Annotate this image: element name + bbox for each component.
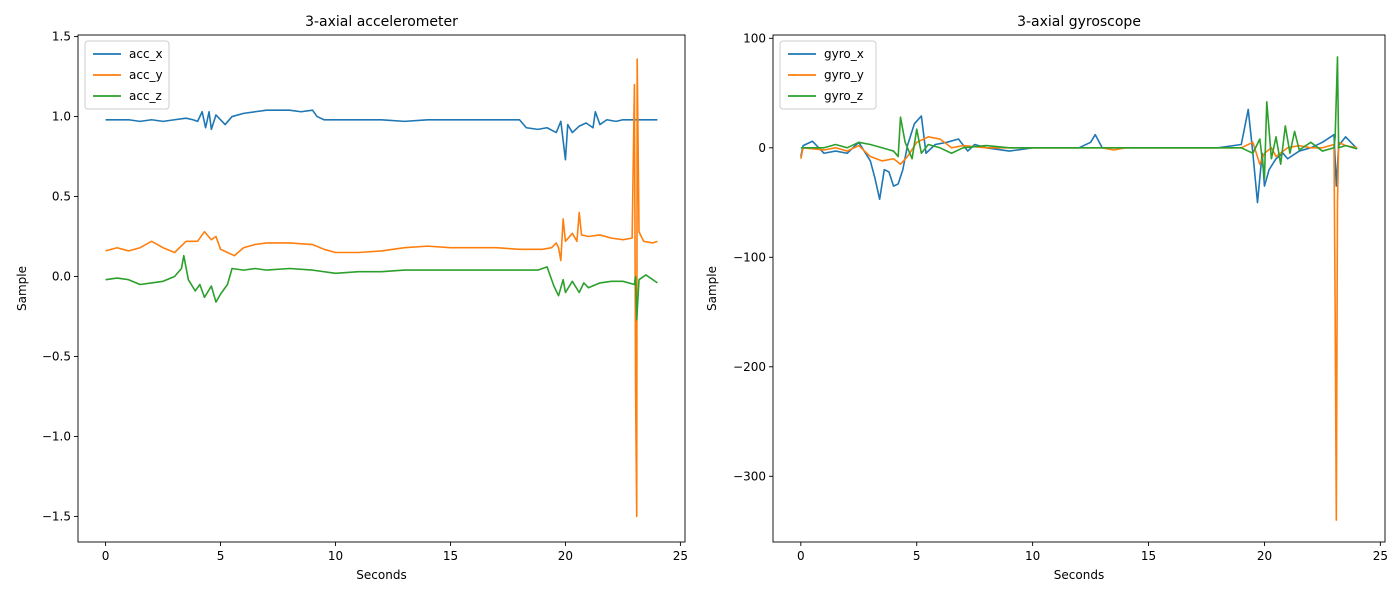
gyro-y-tick-label: 0: [758, 141, 766, 155]
acc-x-tick-label: 15: [443, 549, 458, 563]
gyro-legend: gyro_x gyro_y gyro_z: [779, 40, 877, 110]
accelerometer-chart: 0 5 10 15 20 25 −1.5 −1.0 −0.5 0.0 0.5 1.0 1.5 3-axia…: [15, 14, 688, 582]
acc-x-tick-label: 5: [217, 549, 225, 563]
gyro-x-tick-label: 0: [797, 549, 805, 563]
legend-label-acc_x: acc_x: [129, 47, 163, 61]
gyro-x-tick-label: 15: [1141, 549, 1156, 563]
gyro-plot-frame: [772, 34, 1386, 543]
acc-y-tick-label: 1.0: [52, 110, 71, 124]
legend-label-gyro_x: gyro_x: [824, 47, 864, 61]
gyro-x-axis-label: Seconds: [1054, 568, 1104, 582]
gyro-y-axis-label: Sample: [705, 266, 719, 311]
acc-y-tick-label: −1.0: [42, 429, 71, 443]
legend-label-gyro_y: gyro_y: [824, 68, 864, 82]
acc-x-tick-label: 0: [102, 549, 110, 563]
acc-x-axis-label: Seconds: [356, 568, 406, 582]
acc-x-tick-label: 25: [673, 549, 688, 563]
acc-legend: acc_x acc_y acc_z: [84, 40, 170, 110]
series-line-acc_z: [105, 254, 658, 321]
gyro-x-tick-label: 20: [1257, 549, 1272, 563]
acc-y-tick-label: 0.0: [52, 270, 71, 284]
legend-label-gyro_z: gyro_z: [824, 89, 863, 103]
acc-y-tick-label: 1.5: [52, 30, 71, 44]
acc-x-tick-label: 20: [558, 549, 573, 563]
gyro-y-tick-label: −100: [733, 250, 766, 264]
gyro-x-tick-label: 5: [913, 549, 921, 563]
gyro-y-tick-label: −200: [733, 360, 766, 374]
acc-plot-frame: [77, 34, 686, 543]
gyro-legend-box: [779, 40, 877, 110]
legend-label-acc_z: acc_z: [129, 89, 162, 103]
gyro-chart-title: 3-axial gyroscope: [1017, 14, 1141, 30]
acc-legend-box: [84, 40, 170, 110]
legend-label-acc_y: acc_y: [129, 68, 163, 82]
acc-y-axis-label: Sample: [15, 266, 29, 311]
gyro-y-tick-label: −300: [733, 469, 766, 483]
acc-chart-title: 3-axial accelerometer: [305, 14, 458, 30]
gyro-y-tick-label: 100: [743, 31, 766, 45]
acc-y-tick-label: −0.5: [42, 349, 71, 363]
gyro-series-group: [800, 56, 1358, 521]
series-line-acc_y: [105, 58, 658, 518]
acc-x-tick-label: 10: [328, 549, 343, 563]
gyro-x-tick-label: 10: [1025, 549, 1040, 563]
series-line-acc_x: [105, 109, 658, 161]
acc-y-tick-label: 0.5: [52, 190, 71, 204]
acc-y-tick-label: −1.5: [42, 509, 71, 523]
gyroscope-chart: 0 5 10 15 20 25 −300 −200 −100 0 100 3-axial gyrosc…: [705, 14, 1388, 582]
series-line-gyro_z: [800, 56, 1358, 180]
gyro-x-tick-label: 25: [1373, 549, 1388, 563]
acc-series-group: [105, 58, 658, 518]
